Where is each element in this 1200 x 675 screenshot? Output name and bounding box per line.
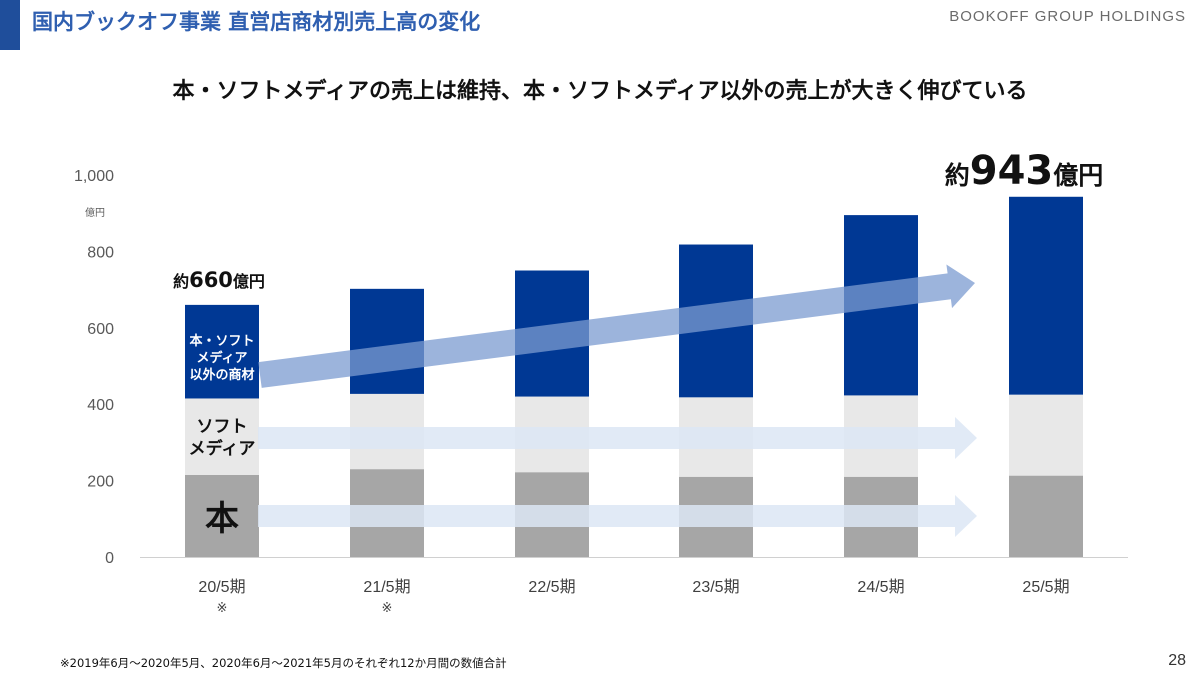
total-label-first: 約660億円 — [173, 268, 265, 292]
segment-label-soft-media: ソフトメディア — [189, 417, 256, 459]
x-tick-label: 23/5期 — [692, 578, 739, 596]
slide-subtitle: 本・ソフトメディアの売上は維持、本・ソフトメディア以外の売上が大きく伸びている — [172, 79, 1028, 104]
page-title: 国内ブックオフ事業 直営店商材別売上高の変化 — [32, 10, 481, 34]
page-number: 28 — [1168, 652, 1186, 669]
y-tick-label: 200 — [87, 474, 114, 491]
x-tick-label: 21/5期 — [363, 578, 410, 596]
x-tick-label: 25/5期 — [1022, 578, 1069, 596]
bar-segment-book — [1009, 475, 1083, 557]
other-goods-trend-arrow — [258, 264, 975, 388]
brand-logo-text: BOOKOFF GROUP HOLDINGS — [949, 8, 1186, 25]
x-tick-note: ※ — [217, 601, 228, 616]
y-tick-label: 400 — [87, 397, 114, 414]
y-tick-label: 0 — [105, 550, 114, 567]
segment-label-book: 本 — [205, 499, 239, 539]
soft-media-trend-arrow — [258, 417, 977, 459]
y-tick-label: 600 — [87, 321, 114, 338]
bar-segment-other — [350, 288, 424, 394]
bar-segment-other — [1009, 196, 1083, 395]
total-label-last: 約943億円 — [945, 148, 1104, 194]
bar-segment-other — [185, 304, 259, 399]
bar-segment-book — [185, 474, 259, 557]
x-tick-label: 22/5期 — [528, 578, 575, 596]
y-tick-label: 800 — [87, 244, 114, 261]
book-trend-arrow — [258, 495, 977, 537]
x-tick-label: 20/5期 — [198, 578, 245, 596]
footnote: ※2019年6月〜2020年5月、2020年6月〜2021年5月のそれぞれ12か… — [60, 656, 507, 670]
bar-segment-soft-media — [1009, 394, 1083, 476]
header-accent-bar — [0, 0, 20, 50]
x-tick-note: ※ — [382, 601, 393, 616]
y-tick-label: 1,000 — [74, 168, 114, 185]
bar-segment-soft-media — [185, 398, 259, 475]
x-tick-label: 24/5期 — [857, 578, 904, 596]
y-unit-label: 億円 — [85, 206, 105, 219]
segment-label-other: 本・ソフトメディア以外の商材 — [189, 333, 254, 383]
